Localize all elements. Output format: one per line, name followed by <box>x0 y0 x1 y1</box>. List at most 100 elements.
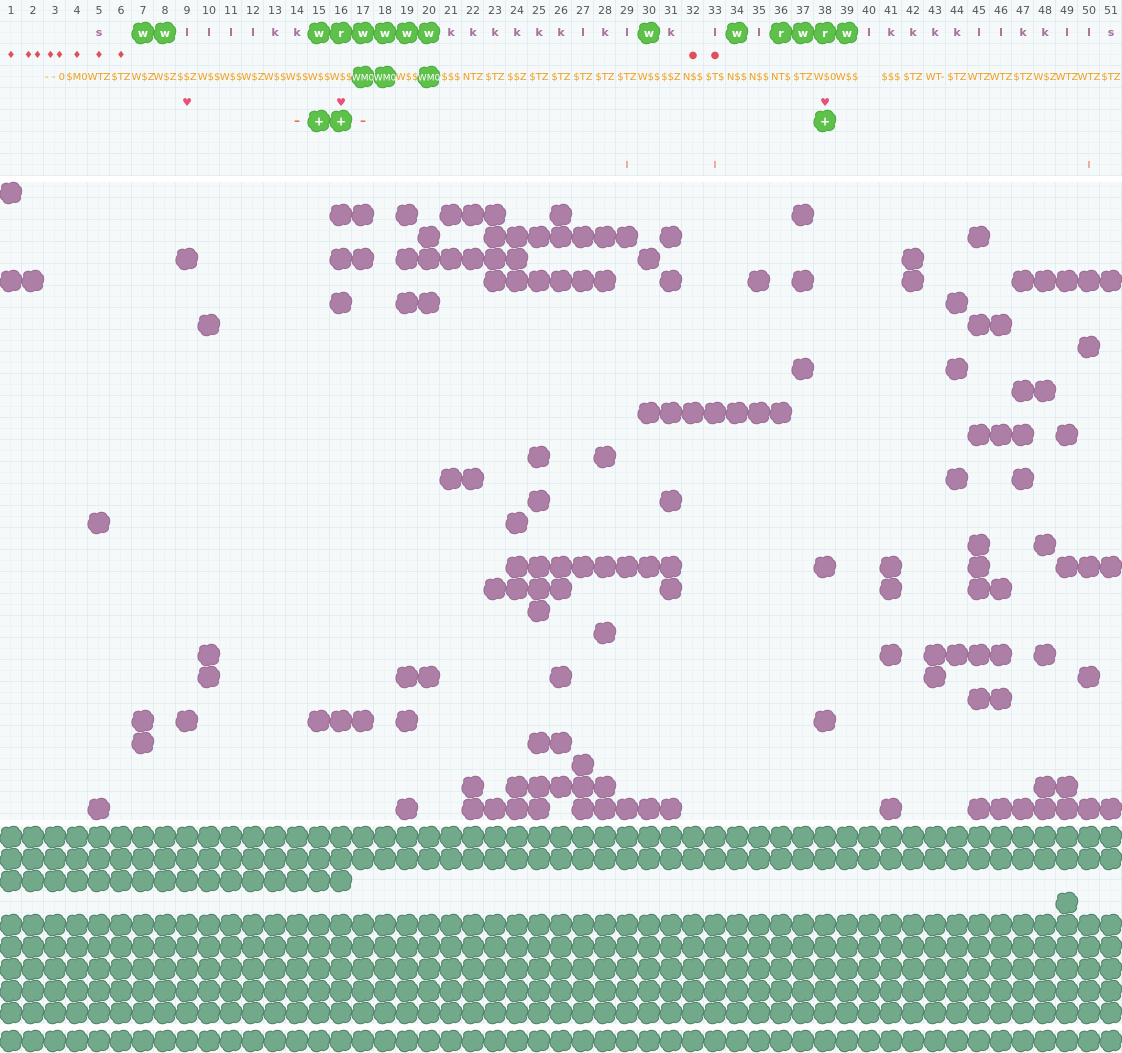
blob <box>241 825 265 849</box>
blob <box>747 935 771 959</box>
blob <box>967 979 991 1003</box>
blob <box>593 847 617 871</box>
blob <box>747 269 771 293</box>
blob <box>241 1001 265 1025</box>
blob <box>505 775 529 799</box>
symbol: ♦ <box>95 50 104 61</box>
blob <box>219 825 243 849</box>
blob <box>615 913 639 937</box>
blob <box>65 957 89 981</box>
blob <box>87 825 111 849</box>
blob <box>1033 379 1057 403</box>
blob <box>835 1001 859 1025</box>
column-number: 10 <box>202 4 216 17</box>
blob <box>21 957 45 981</box>
blob <box>505 979 529 1003</box>
letter: l <box>625 26 629 39</box>
blob <box>549 979 573 1003</box>
blob <box>461 913 485 937</box>
blob <box>417 291 441 315</box>
blob <box>593 825 617 849</box>
column-number: 43 <box>928 4 942 17</box>
blob <box>549 1029 573 1053</box>
letter: k <box>667 26 675 39</box>
blob <box>1077 555 1101 579</box>
code: $$$ <box>441 72 460 83</box>
blob <box>967 313 991 337</box>
blob <box>219 935 243 959</box>
blob <box>307 935 331 959</box>
blob <box>1033 533 1057 557</box>
blob <box>483 577 507 601</box>
blob <box>549 847 573 871</box>
blob <box>945 1029 969 1053</box>
blob <box>219 1001 243 1025</box>
blob <box>439 467 463 491</box>
code: W$$ <box>638 72 661 83</box>
blob <box>109 1029 133 1053</box>
blob <box>989 797 1013 821</box>
blob <box>285 847 309 871</box>
blob <box>593 913 617 937</box>
blob <box>527 775 551 799</box>
blob <box>637 247 661 271</box>
blob <box>197 935 221 959</box>
blob <box>65 935 89 959</box>
blob <box>1077 797 1101 821</box>
blob <box>329 1001 353 1025</box>
blob <box>1033 775 1057 799</box>
column-number: 2 <box>30 4 37 17</box>
column-number: 40 <box>862 4 876 17</box>
blob <box>131 825 155 849</box>
blob <box>175 913 199 937</box>
code: N$$ <box>727 72 747 83</box>
code: $TZ <box>573 72 592 83</box>
code: W$$ <box>308 72 331 83</box>
blob <box>395 913 419 937</box>
blob <box>901 269 925 293</box>
blob <box>901 825 925 849</box>
blob <box>65 1001 89 1025</box>
column-number: 11 <box>224 4 238 17</box>
letter: r <box>778 27 784 40</box>
blob <box>483 1001 507 1025</box>
blob <box>1077 847 1101 871</box>
blob <box>879 1001 903 1025</box>
blob <box>527 489 551 513</box>
blob <box>461 1001 485 1025</box>
blob <box>945 847 969 871</box>
blob <box>197 847 221 871</box>
blob <box>703 847 727 871</box>
blob <box>747 401 771 425</box>
blob <box>505 577 529 601</box>
blob <box>175 869 199 893</box>
blob <box>1055 423 1079 447</box>
blob <box>703 935 727 959</box>
blob <box>879 825 903 849</box>
column-number: 44 <box>950 4 964 17</box>
blob <box>923 643 947 667</box>
blob <box>725 1029 749 1053</box>
blob <box>549 957 573 981</box>
blob <box>659 913 683 937</box>
blob <box>329 913 353 937</box>
column-number: 18 <box>378 4 392 17</box>
column-number: 16 <box>334 4 348 17</box>
blob <box>901 957 925 981</box>
letter: w <box>732 27 742 40</box>
blob <box>769 913 793 937</box>
blob <box>131 935 155 959</box>
blob <box>681 935 705 959</box>
letter: k <box>491 26 499 39</box>
blob <box>659 489 683 513</box>
blob <box>923 957 947 981</box>
blob <box>901 913 925 937</box>
column-number: 42 <box>906 4 920 17</box>
blob <box>351 913 375 937</box>
blob <box>241 869 265 893</box>
blob <box>0 935 23 959</box>
column-number: 23 <box>488 4 502 17</box>
blob <box>1011 825 1035 849</box>
blob <box>725 979 749 1003</box>
blob <box>1033 957 1057 981</box>
